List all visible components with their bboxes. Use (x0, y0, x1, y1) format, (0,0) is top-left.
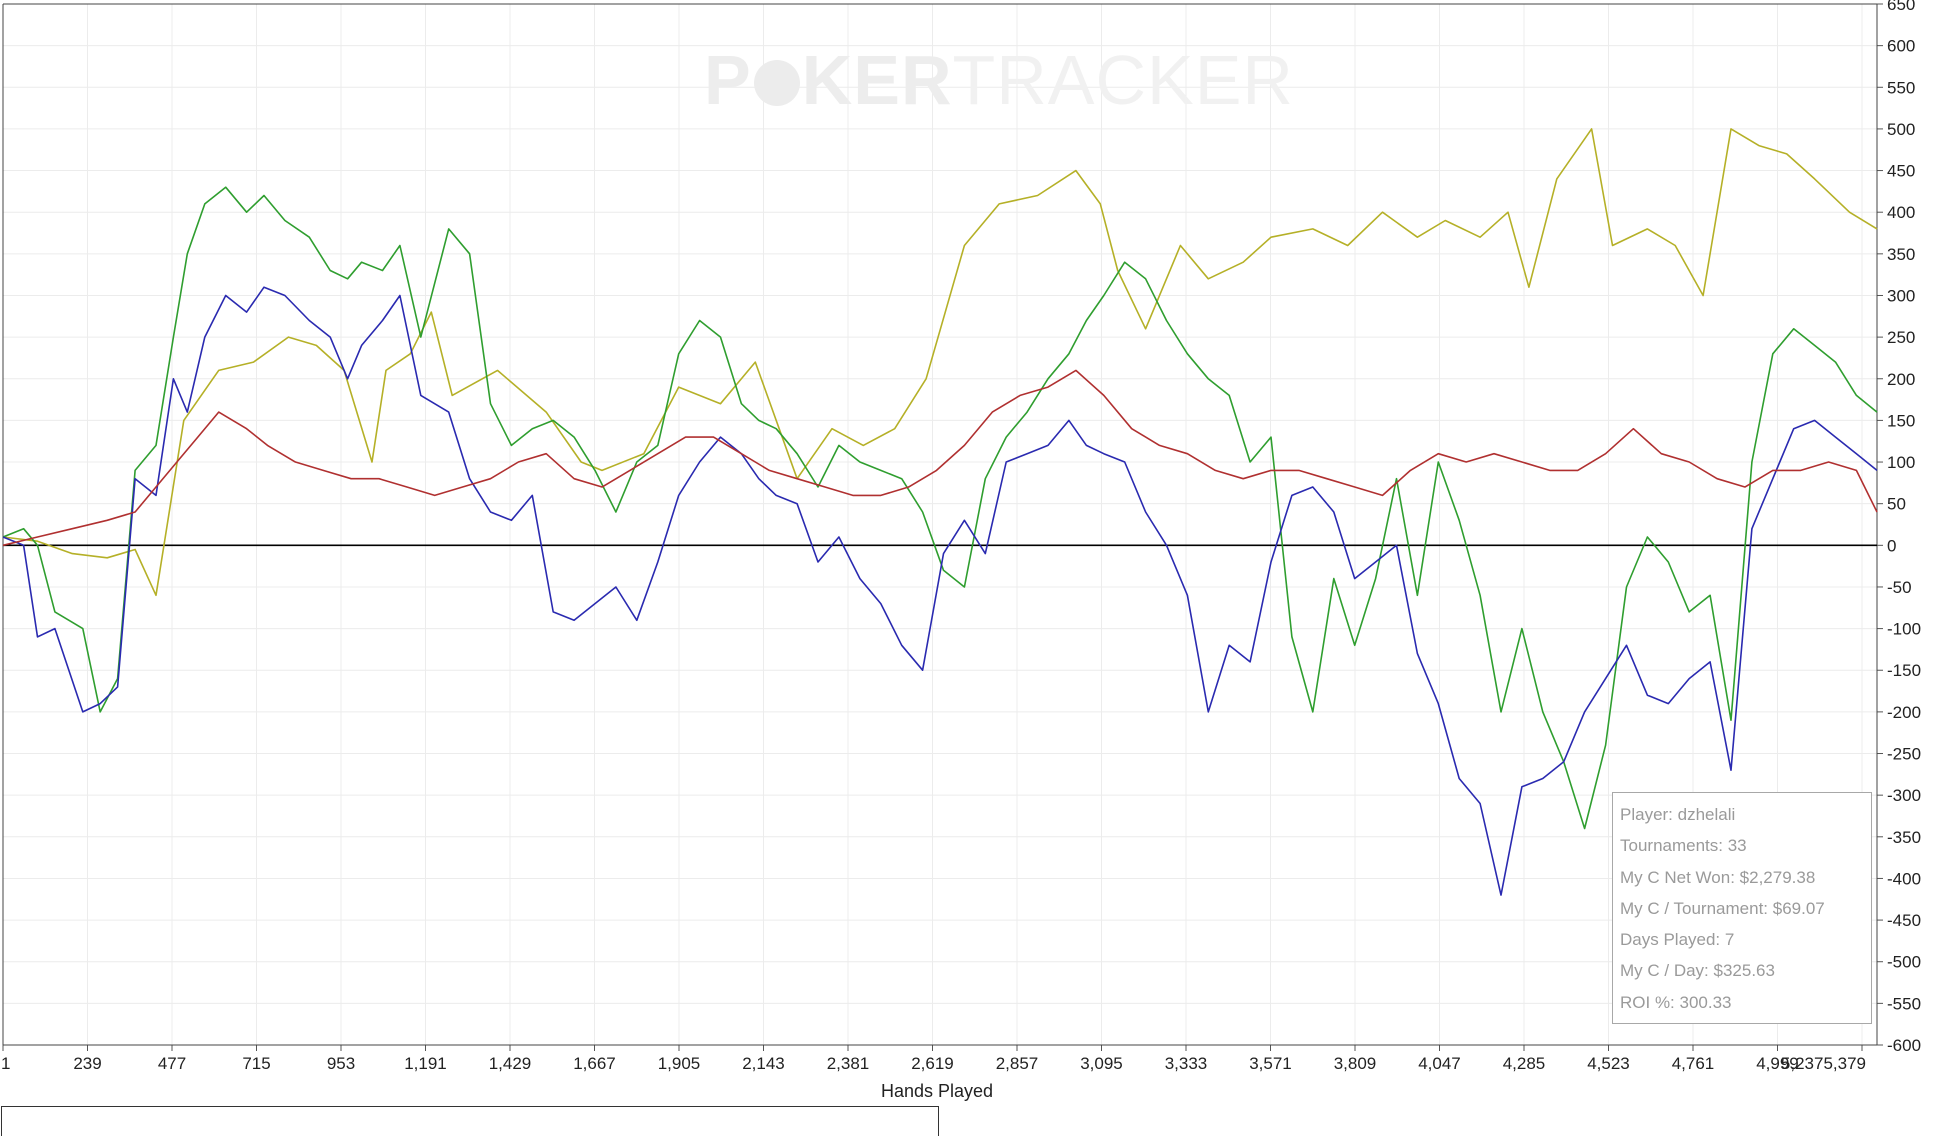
series-line-4 (2, 369, 1878, 547)
y-tick-label: 100 (1887, 453, 1915, 472)
y-tick-label: -500 (1887, 953, 1921, 972)
y-tick-label: 400 (1887, 203, 1915, 222)
y-tick-label: 300 (1887, 286, 1915, 305)
y-tick-label: 250 (1887, 328, 1915, 347)
stat-roi: ROI %: 300.33 (1620, 992, 1732, 1012)
stat-net-won: My C Net Won: $2,279.38 (1620, 867, 1816, 887)
y-tick-label: 550 (1887, 78, 1915, 97)
y-tick-label: 150 (1887, 411, 1915, 430)
series-line-3 (2, 286, 1878, 896)
x-axis-label: Hands Played (881, 1081, 993, 1101)
x-tick-label: 1 (1, 1054, 10, 1073)
y-tick-label: -450 (1887, 911, 1921, 930)
series-line-2 (2, 186, 1878, 830)
x-tick-label: 239 (73, 1054, 101, 1073)
player-stats-box: Player: dzhelali Tournaments: 33 My C Ne… (1612, 792, 1872, 1024)
y-tick-label: -550 (1887, 994, 1921, 1013)
y-tick-label: 500 (1887, 120, 1915, 139)
y-tick-label: -600 (1887, 1036, 1921, 1055)
stat-per-tournament: My C / Tournament: $69.07 (1620, 898, 1825, 918)
y-tick-label: 0 (1887, 536, 1896, 555)
x-tick-label: 3,571 (1249, 1054, 1292, 1073)
x-tick-label: 2,143 (742, 1054, 785, 1073)
x-tick-label: 1,429 (489, 1054, 532, 1073)
y-tick-label: -300 (1887, 786, 1921, 805)
poker-chip-icon (753, 60, 800, 106)
x-tick-label: 715 (242, 1054, 270, 1073)
series-line-1 (2, 128, 1878, 597)
x-tick-label: 4,523 (1587, 1054, 1630, 1073)
y-tick-label: 50 (1887, 495, 1906, 514)
y-tick-label: 200 (1887, 370, 1915, 389)
y-tick-label: -250 (1887, 745, 1921, 764)
y-tick-label: -350 (1887, 828, 1921, 847)
x-tick-label: 4,047 (1418, 1054, 1461, 1073)
bottom-panel-frame (1, 1106, 939, 1136)
y-tick-label: 450 (1887, 162, 1915, 181)
x-tick-label: 477 (158, 1054, 186, 1073)
pokertracker-watermark: P KERTRACKER (704, 41, 1294, 119)
x-tick-label: 5,2375,379 (1781, 1054, 1866, 1073)
x-tick-label: 3,333 (1165, 1054, 1208, 1073)
x-tick-label: 1,905 (658, 1054, 701, 1073)
stat-per-day: My C / Day: $325.63 (1620, 961, 1775, 981)
x-tick-label: 2,857 (996, 1054, 1039, 1073)
stat-tournaments: Tournaments: 33 (1620, 836, 1747, 856)
x-tick-label: 4,761 (1672, 1054, 1715, 1073)
stat-days-played: Days Played: 7 (1620, 930, 1735, 950)
y-tick-label: 600 (1887, 37, 1915, 56)
y-tick-label: 350 (1887, 245, 1915, 264)
y-tick-label: -200 (1887, 703, 1921, 722)
y-tick-label: -150 (1887, 661, 1921, 680)
y-tick-label: -100 (1887, 620, 1921, 639)
x-tick-label: 1,667 (573, 1054, 616, 1073)
y-tick-label: -400 (1887, 869, 1921, 888)
x-tick-label: 4,999 (1756, 1054, 1799, 1073)
x-tick-label: 3,809 (1334, 1054, 1377, 1073)
x-tick-label: 4,285 (1503, 1054, 1546, 1073)
x-tick-label: 1,191 (404, 1054, 447, 1073)
y-tick-label: 650 (1887, 0, 1915, 14)
stat-player: Player: dzhelali (1620, 805, 1736, 824)
y-tick-label: -50 (1887, 578, 1912, 597)
x-tick-label: 2,619 (911, 1054, 954, 1073)
x-tick-label: 953 (327, 1054, 355, 1073)
x-tick-label: 2,381 (827, 1054, 870, 1073)
x-tick-label: 3,095 (1080, 1054, 1123, 1073)
